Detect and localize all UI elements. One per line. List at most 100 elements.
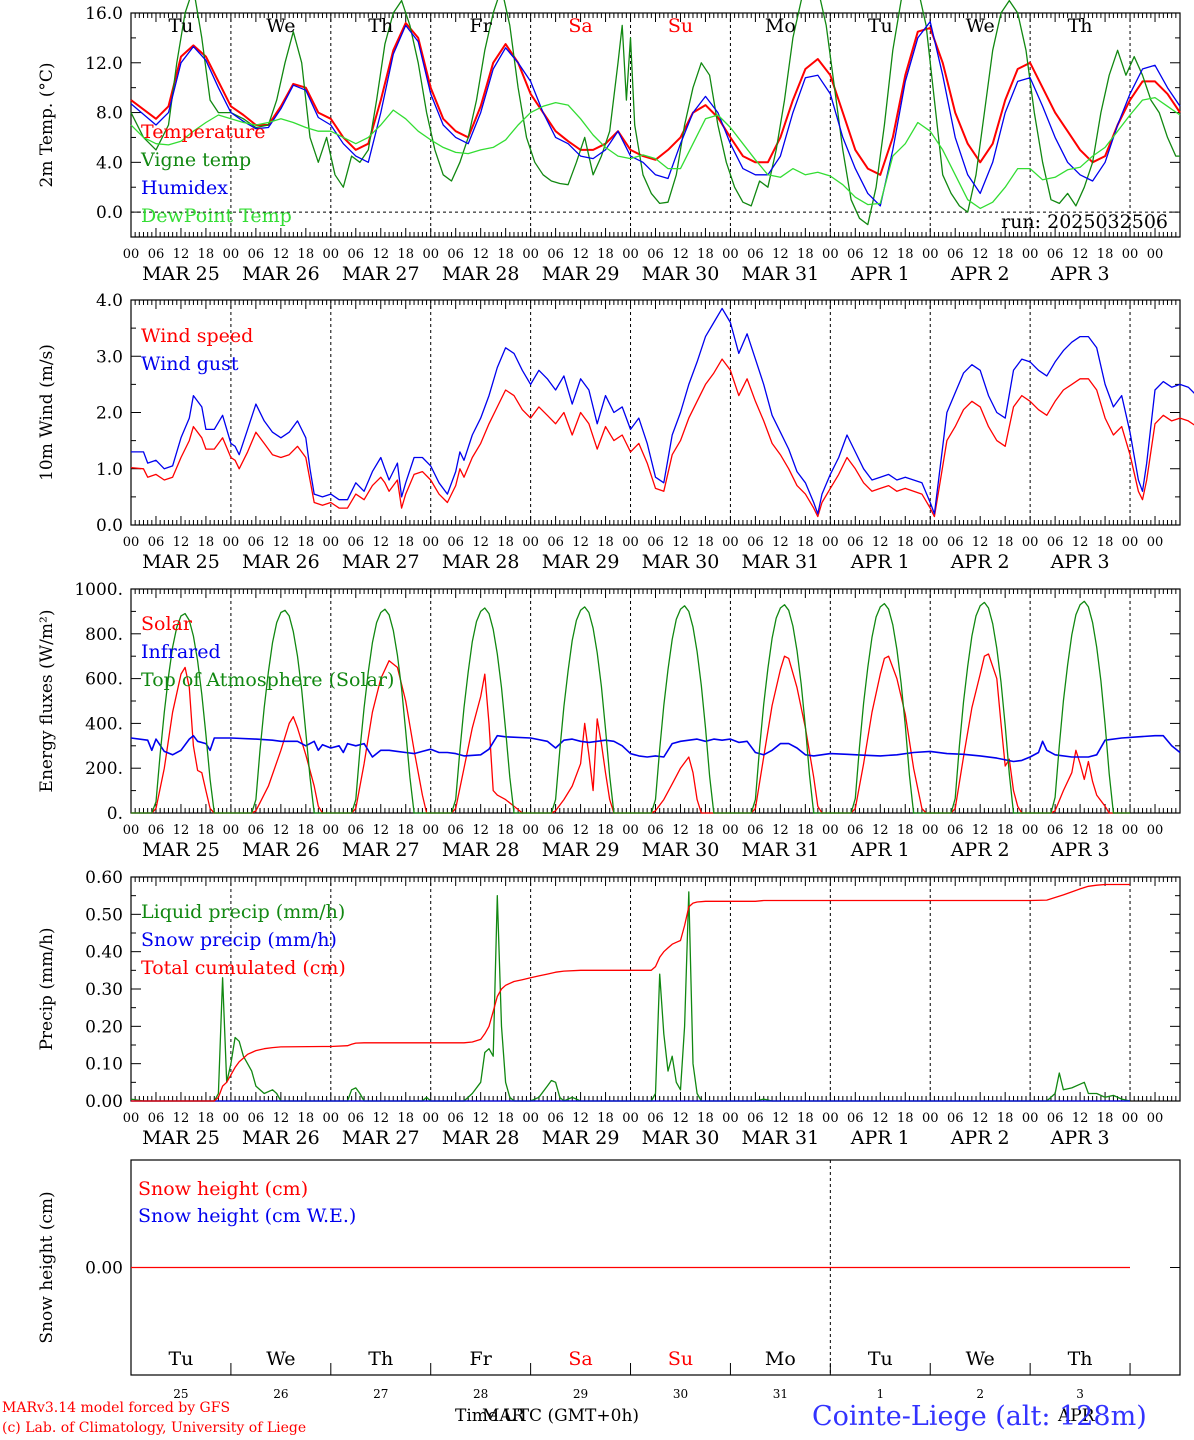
y-tick-label: 0.40 — [85, 943, 123, 963]
hour-tick-label: 12 — [572, 247, 589, 262]
hour-tick-label: 06 — [148, 823, 165, 838]
plot-frame — [130, 12, 1181, 238]
hour-tick-label: 12 — [472, 535, 489, 550]
station-label: Cointe-Liege (alt: 128m) — [812, 1401, 1147, 1432]
hour-tick-label: 18 — [697, 535, 714, 550]
plot-frame — [130, 588, 1181, 814]
hour-tick-label: 18 — [697, 247, 714, 262]
legend-entry: Total cumulated (cm) — [141, 957, 346, 979]
hour-tick-label: 18 — [298, 535, 315, 550]
hour-tick-label: 12 — [173, 823, 190, 838]
y-tick-label: 3.0 — [96, 347, 123, 367]
weekday-label: Sa — [568, 15, 592, 37]
day-label: MAR 31 — [742, 263, 820, 285]
y-tick-label: 200. — [85, 759, 123, 779]
day-label: MAR 28 — [442, 839, 520, 861]
y-tick-label: 12.0 — [85, 54, 123, 74]
day-label: MAR 29 — [542, 1127, 620, 1149]
hour-tick-label: 12 — [173, 535, 190, 550]
day-label: MAR 30 — [642, 1127, 720, 1149]
weekday-label: Fr — [470, 1348, 493, 1370]
legend-entry: Vigne temp — [140, 149, 251, 171]
day-label: APR 3 — [1050, 551, 1110, 573]
hour-tick-label: 00 — [123, 1111, 140, 1126]
hour-tick-label: 00 — [1022, 1111, 1039, 1126]
y-axis-label: Energy fluxes (W/m²) — [37, 610, 57, 793]
weekday-label: Su — [668, 1348, 693, 1370]
hour-tick-label: 18 — [1097, 247, 1114, 262]
hour-tick-label: 18 — [997, 823, 1014, 838]
hour-tick-label: 00 — [822, 1111, 839, 1126]
hour-tick-label: 12 — [1072, 535, 1089, 550]
hour-tick-label: 00 — [822, 535, 839, 550]
hour-tick-label: 00 — [1147, 823, 1164, 838]
day-label: MAR 25 — [142, 839, 220, 861]
hour-tick-label: 18 — [1097, 1111, 1114, 1126]
hour-tick-label: 06 — [747, 535, 764, 550]
day-label: MAR 29 — [542, 263, 620, 285]
hour-tick-label: 00 — [922, 823, 939, 838]
hour-tick-label: 06 — [447, 535, 464, 550]
hour-tick-label: 12 — [472, 823, 489, 838]
hour-tick-label: 00 — [422, 247, 439, 262]
hour-tick-label: 12 — [972, 1111, 989, 1126]
hour-tick-label: 12 — [173, 247, 190, 262]
hour-tick-label: 06 — [547, 1111, 564, 1126]
day-number: 26 — [273, 1387, 288, 1401]
hour-tick-label: 18 — [497, 535, 514, 550]
weekday-label: Sa — [568, 1348, 592, 1370]
hour-tick-label: 06 — [747, 823, 764, 838]
day-label: MAR 29 — [542, 839, 620, 861]
hour-tick-label: 12 — [1072, 1111, 1089, 1126]
hour-tick-label: 18 — [597, 247, 614, 262]
day-number: 25 — [173, 1387, 188, 1401]
legend-entry: Snow height (cm W.E.) — [138, 1205, 356, 1227]
hour-tick-label: 06 — [547, 823, 564, 838]
y-tick-label: 16.0 — [85, 4, 123, 24]
hour-tick-label: 00 — [123, 247, 140, 262]
hour-tick-label: 00 — [722, 1111, 739, 1126]
weekday-label: We — [966, 15, 995, 37]
day-number: 2 — [976, 1387, 984, 1401]
day-label: APR 1 — [850, 839, 910, 861]
day-label: MAR 28 — [442, 1127, 520, 1149]
hour-tick-label: 00 — [522, 535, 539, 550]
panel-2 — [130, 299, 1194, 526]
hour-tick-label: 00 — [1022, 247, 1039, 262]
hour-tick-label: 06 — [348, 823, 365, 838]
hour-tick-label: 06 — [847, 535, 864, 550]
hour-tick-label: 06 — [947, 823, 964, 838]
y-tick-label: 400. — [85, 714, 123, 734]
hour-tick-label: 18 — [997, 535, 1014, 550]
hour-tick-label: 06 — [1047, 247, 1064, 262]
hour-tick-label: 12 — [273, 535, 290, 550]
hour-tick-label: 18 — [298, 1111, 315, 1126]
weekday-label: Tu — [868, 1348, 893, 1370]
day-label: APR 1 — [850, 1127, 910, 1149]
legend-entry: Liquid precip (mm/h) — [141, 901, 345, 923]
hour-tick-label: 00 — [1122, 1111, 1139, 1126]
day-label: MAR 26 — [242, 263, 320, 285]
hour-tick-label: 18 — [497, 247, 514, 262]
hour-tick-label: 18 — [198, 247, 215, 262]
day-number: 3 — [1076, 1387, 1084, 1401]
hour-tick-label: 18 — [397, 823, 414, 838]
hour-tick-label: 18 — [697, 823, 714, 838]
hour-tick-label: 12 — [173, 1111, 190, 1126]
month-footer-apr: APR — [1058, 1406, 1095, 1426]
legend-entry: Humidex — [141, 177, 228, 199]
hour-tick-label: 18 — [597, 823, 614, 838]
series-line — [130, 96, 1181, 210]
hour-tick-label: 18 — [997, 247, 1014, 262]
day-label: APR 3 — [1050, 839, 1110, 861]
weekday-label: We — [266, 15, 295, 37]
day-label: APR 1 — [850, 263, 910, 285]
hour-tick-label: 06 — [647, 823, 664, 838]
hour-tick-label: 18 — [198, 1111, 215, 1126]
hour-tick-label: 00 — [323, 823, 340, 838]
day-label: APR 2 — [950, 551, 1010, 573]
hour-tick-label: 06 — [348, 247, 365, 262]
hour-tick-label: 12 — [572, 535, 589, 550]
hour-tick-label: 00 — [223, 1111, 240, 1126]
weekday-label: Fr — [470, 15, 493, 37]
